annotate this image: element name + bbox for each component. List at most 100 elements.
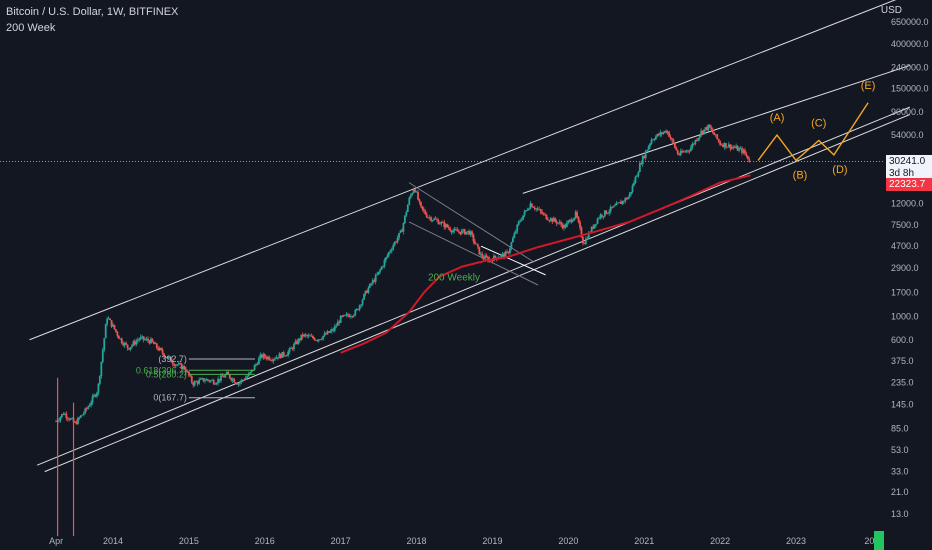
price-tick-label: 54000.0 (891, 130, 924, 140)
price-axis: 13.0 21.0 33.0 53.0 85.0 145.0 235.0 375.0 600.0… (891, 17, 929, 519)
candle-body (209, 380, 212, 382)
candle-body (469, 231, 472, 235)
candle-body (563, 224, 565, 229)
candle-body (544, 213, 546, 215)
candle-body (81, 414, 84, 416)
candle-body (288, 348, 291, 352)
candle-body (151, 338, 154, 342)
candle-body (144, 339, 147, 341)
candle-body (644, 151, 647, 158)
candle-body (61, 413, 63, 417)
candle-body (189, 375, 192, 377)
candle-body (377, 271, 380, 275)
channel-line (36, 106, 911, 466)
indicator-legend[interactable]: 200 Week (6, 22, 56, 34)
elliott-wave-projection: (A) (B) (C) (D) (E) (757, 80, 876, 181)
candle-body (545, 214, 548, 220)
candle-body (716, 134, 719, 139)
candle-body (417, 191, 419, 200)
candle-body (663, 130, 666, 133)
candle-body (347, 314, 349, 316)
candle-body (269, 359, 272, 361)
candle-body (260, 354, 263, 358)
candle-body (662, 132, 665, 134)
price-tick-label: 240000.0 (891, 62, 929, 72)
candle-body (444, 224, 447, 228)
fibonacci-levels: (392.7)0.618(306.7)0.5(280.2) 0(167.7) (136, 354, 255, 403)
candle-body (463, 229, 466, 235)
candle-body (565, 222, 568, 228)
candle-body (704, 127, 707, 130)
wave-label: (A) (770, 112, 785, 124)
candle-body (598, 217, 600, 219)
candle-body (600, 214, 603, 217)
candle-body (558, 222, 561, 223)
candle-body (436, 219, 438, 221)
candle-body (586, 238, 589, 240)
candle-body (738, 148, 740, 151)
candle-body (128, 348, 130, 350)
candle-body (154, 343, 157, 345)
candle-body (739, 148, 742, 150)
candle-body (113, 324, 116, 330)
candle-body (185, 369, 187, 372)
candle-body (624, 198, 627, 202)
candle-body (732, 146, 735, 148)
candle-body (523, 211, 526, 216)
candle-body (631, 185, 634, 192)
time-tick-label: 202 (864, 536, 879, 546)
candle-body (341, 315, 344, 317)
candle-body (745, 153, 748, 156)
candle-body (449, 228, 452, 231)
candle-body (437, 220, 440, 225)
candles (55, 124, 751, 537)
candle-body (525, 210, 527, 212)
candle-body (619, 201, 622, 204)
candle-body (551, 218, 554, 222)
candle-body (557, 222, 560, 224)
candle-body (703, 129, 705, 134)
candle-body (339, 315, 342, 323)
candle-body (66, 417, 69, 419)
candle-body (385, 257, 387, 261)
candle-body (167, 356, 170, 358)
candle-body (580, 227, 583, 238)
candle-body (516, 224, 519, 232)
candle-body (361, 299, 364, 305)
candle-body (217, 378, 219, 384)
candle-body (528, 208, 530, 211)
time-tick-label: 2021 (634, 536, 654, 546)
candle-body (106, 318, 109, 325)
candle-body (107, 318, 110, 320)
candle-body (186, 371, 189, 373)
candle-body (284, 355, 287, 357)
candle-body (730, 146, 733, 149)
price-tick-label: 150000.0 (891, 84, 929, 94)
candle-body (476, 244, 479, 247)
candle-body (115, 329, 117, 332)
candle-body (414, 189, 416, 192)
candle-body (511, 238, 514, 243)
candle-body (176, 364, 179, 366)
wave-label: (E) (861, 80, 876, 92)
candle-body (713, 132, 716, 136)
candle-body (233, 378, 236, 383)
candle-body (348, 315, 351, 318)
candle-body (576, 211, 578, 218)
candle-body (603, 210, 606, 217)
candle-body (332, 329, 335, 331)
candle-body (199, 378, 202, 380)
symbol-title[interactable]: Bitcoin / U.S. Dollar, 1W, BITFINEX (6, 6, 179, 18)
candle-body (78, 417, 81, 419)
candle-body (678, 154, 681, 156)
candle-body (541, 211, 543, 214)
candle-body (390, 249, 393, 251)
price-tick-label: 12000.0 (891, 199, 924, 209)
bear-channel-line (408, 182, 535, 263)
candle-body (666, 131, 669, 133)
candle-body (157, 347, 160, 351)
candle-body (306, 335, 309, 337)
time-tick-label: 2019 (482, 536, 502, 546)
candle-body (295, 341, 298, 344)
